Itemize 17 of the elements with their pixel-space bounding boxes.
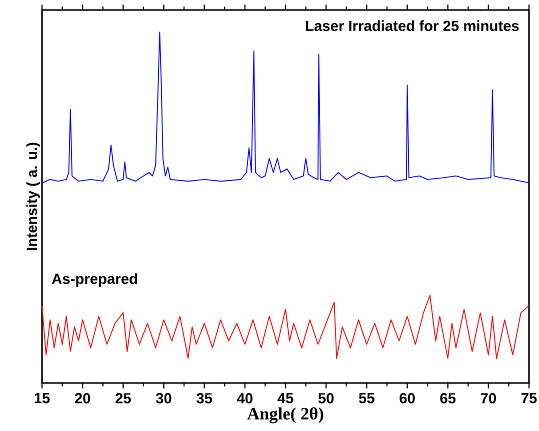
y-axis-title: Intensity ( a. u.) [26,142,40,250]
series-label: As-prepared [52,273,137,287]
x-tick-label: 45 [278,393,294,404]
x-tick-label: 75 [521,393,537,404]
x-tick-label: 65 [440,393,456,404]
x-tick-label: 20 [74,393,90,404]
x-tick-label: 40 [236,393,252,404]
x-axis-title: Angle( 2θ) [247,407,324,424]
x-tick-label: 35 [196,393,212,404]
series-label: Laser Irradiated for 25 minutes [306,20,519,32]
x-tick-label: 50 [318,393,334,404]
x-tick-label: 60 [400,393,415,404]
x-tick-label: 25 [116,393,131,404]
x-tick-label: 30 [156,393,172,404]
x-tick-label: 15 [34,393,50,404]
x-tick-label: 55 [358,393,374,404]
x-tick-label: 70 [480,393,496,404]
